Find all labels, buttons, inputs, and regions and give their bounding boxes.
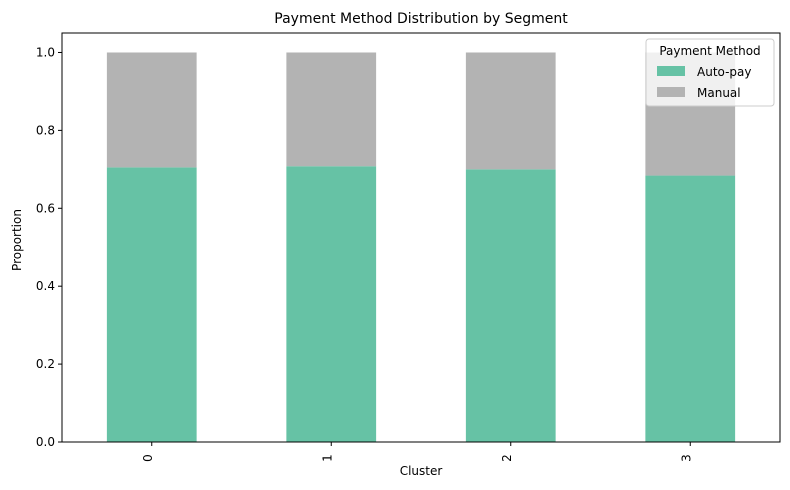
x-tick-label: 3 — [679, 454, 693, 462]
chart-title: Payment Method Distribution by Segment — [274, 11, 568, 27]
bar-auto-pay-2 — [465, 169, 556, 443]
legend-title: Payment Method — [659, 44, 760, 58]
legend-label: Manual — [697, 86, 741, 100]
x-axis-label: Cluster — [400, 464, 443, 478]
bar-auto-pay-0 — [106, 167, 197, 442]
bar-manual-2 — [465, 52, 556, 170]
y-tick-label: 0.8 — [36, 123, 55, 137]
x-tick-label: 2 — [500, 454, 514, 462]
y-tick-label: 0.0 — [36, 435, 55, 449]
x-tick-label: 1 — [320, 454, 334, 462]
legend: Payment Method Auto-pay Manual — [645, 38, 775, 107]
y-tick-label: 0.6 — [36, 201, 55, 215]
axes-group: 0.0 0.2 0.4 0.6 0.8 1.0 0 1 2 3 — [36, 32, 781, 462]
legend-swatch-manual — [657, 87, 685, 97]
legend-label: Auto-pay — [697, 65, 752, 79]
y-tick-label: 1.0 — [36, 45, 55, 59]
bar-auto-pay-3 — [645, 175, 736, 442]
y-tick-label: 0.4 — [36, 279, 55, 293]
bar-manual-1 — [286, 52, 377, 167]
x-tick-label: 0 — [141, 454, 155, 462]
plot-frame — [61, 32, 781, 443]
legend-swatch-auto-pay — [657, 66, 685, 76]
bars-group — [106, 52, 736, 443]
bar-manual-0 — [106, 52, 197, 168]
y-axis-label: Proportion — [10, 209, 24, 271]
y-tick-label: 0.2 — [36, 357, 55, 371]
bar-auto-pay-1 — [286, 166, 377, 442]
